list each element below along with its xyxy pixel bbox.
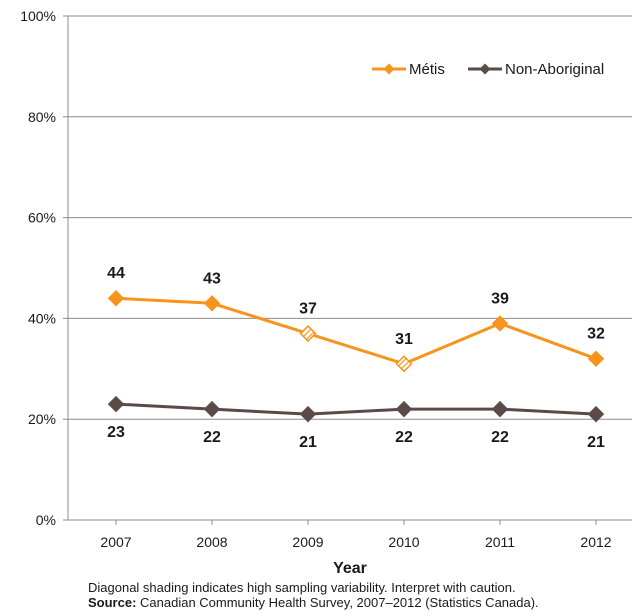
y-tick-label: 0% xyxy=(36,512,56,528)
caution-note: Diagonal shading indicates high sampling… xyxy=(88,580,516,595)
data-label: 39 xyxy=(491,290,509,307)
x-tick-label: 2008 xyxy=(196,534,227,550)
source-label: Source: xyxy=(88,595,141,610)
source-text: Canadian Community Health Survey, 2007–2… xyxy=(140,595,539,610)
data-point-marker xyxy=(299,405,317,423)
data-label: 43 xyxy=(203,270,221,287)
data-labels: 44 43 37 31 39 32 23 22 21 22 22 21 xyxy=(107,265,605,451)
legend: Métis Non-Aboriginal xyxy=(372,61,604,78)
data-point-marker xyxy=(587,350,605,367)
series-line xyxy=(115,402,597,416)
x-tick-label: 2010 xyxy=(388,534,419,550)
data-point-marker xyxy=(587,405,605,423)
axes: 0% 20% 40% 60% 80% 100% 2007 2008 2009 2010 2011 20… xyxy=(20,8,612,575)
y-tick-label: 40% xyxy=(28,310,56,326)
legend-label: Métis xyxy=(409,61,445,78)
data-label: 21 xyxy=(299,434,317,451)
data-point-marker xyxy=(395,355,413,373)
data-point-marker xyxy=(491,315,509,332)
data-label: 21 xyxy=(587,434,605,451)
data-label: 22 xyxy=(491,429,509,446)
y-tick-label: 100% xyxy=(20,8,56,24)
gridlines xyxy=(63,15,632,521)
data-point-marker xyxy=(107,395,125,413)
data-label: 31 xyxy=(395,331,413,348)
data-point-marker xyxy=(395,400,413,418)
series-lines xyxy=(107,290,605,423)
data-label: 23 xyxy=(107,424,125,441)
legend-marker xyxy=(383,63,395,75)
y-tick-label: 20% xyxy=(28,411,56,427)
x-axis-title: Year xyxy=(333,560,367,575)
legend-label: Non-Aboriginal xyxy=(505,61,604,78)
legend-marker xyxy=(479,63,491,75)
x-tick-label: 2007 xyxy=(100,534,131,550)
data-label: 22 xyxy=(203,429,221,446)
x-tick-label: 2012 xyxy=(580,534,611,550)
data-point-marker xyxy=(491,400,509,418)
x-tick-label: 2011 xyxy=(485,534,515,550)
data-label: 22 xyxy=(395,429,413,446)
line-chart: 0% 20% 40% 60% 80% 100% 2007 2008 2009 2010 2011 20… xyxy=(20,8,632,575)
source-note: Source: Canadian Community Health Survey… xyxy=(88,595,539,610)
data-label: 44 xyxy=(107,265,125,282)
series-line xyxy=(115,296,597,366)
data-point-marker xyxy=(203,400,221,418)
data-label: 37 xyxy=(299,301,317,318)
y-tick-label: 60% xyxy=(28,210,56,226)
data-label: 32 xyxy=(587,326,605,343)
data-point-marker xyxy=(107,290,125,307)
y-tick-label: 80% xyxy=(28,109,56,125)
data-point-marker xyxy=(299,324,317,343)
data-point-marker xyxy=(203,295,221,312)
x-tick-label: 2009 xyxy=(292,534,323,550)
chart-notes: Diagonal shading indicates high sampling… xyxy=(88,580,539,610)
